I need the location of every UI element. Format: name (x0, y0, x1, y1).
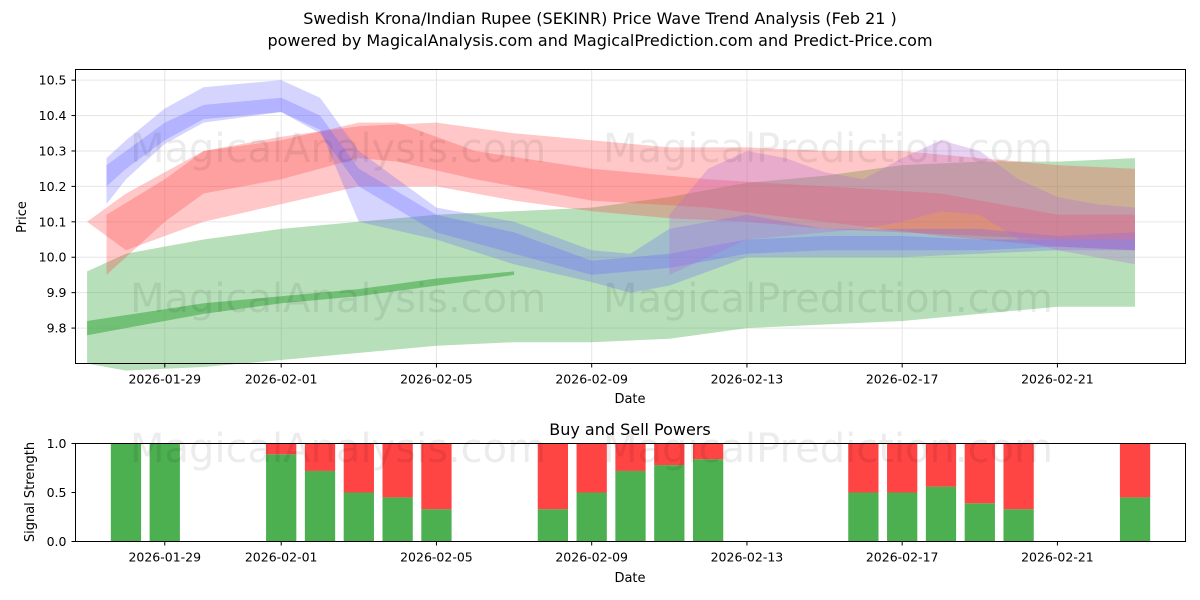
wave-band-blue-band-dark (106, 97, 1135, 275)
sell-power-bar (887, 443, 918, 493)
price-y-tick-label: 10.0 (39, 250, 67, 265)
wave-band-red-band-wide (87, 122, 1136, 251)
price-x-tick-label: 2026-02-17 (866, 372, 939, 387)
sell-power-bar (654, 443, 685, 466)
price-y-tick-label: 10.1 (39, 214, 67, 229)
sell-power-bar (692, 443, 724, 460)
price-y-tick-label: 9.8 (47, 321, 67, 336)
signal-bars (110, 443, 1151, 542)
sell-power-bar (421, 443, 452, 510)
buy-power-bar (304, 470, 336, 542)
signal-y-tick-label: 1.0 (47, 436, 67, 451)
sell-power-bar (537, 443, 569, 510)
buy-power-bar (343, 492, 374, 542)
watermark-prediction-mid: MagicalPrediction.com (603, 276, 1053, 322)
sell-power-bar (925, 443, 957, 487)
price-y-tick-label: 9.9 (47, 285, 67, 300)
buy-power-bar (848, 492, 879, 542)
signal-x-tick-label: 2026-01-29 (128, 550, 201, 565)
signal-x-tick-label: 2026-02-13 (711, 550, 784, 565)
buy-power-bar (887, 492, 918, 542)
price-grid (75, 69, 1186, 364)
watermark-group: MagicalAnalysis.com MagicalPrediction.co… (130, 126, 1053, 472)
wave-band-purple-band (669, 140, 1135, 275)
buy-power-bar (692, 459, 724, 542)
watermark-analysis-bottom: MagicalAnalysis.com (130, 426, 546, 472)
price-x-tick-label: 2026-01-29 (128, 372, 201, 387)
buy-power-bar (1003, 509, 1034, 542)
sell-power-bar (615, 443, 646, 471)
signal-y-axis-label: Signal Strength (23, 442, 38, 542)
buy-power-bar (964, 503, 995, 542)
price-y-tick-label: 10.3 (39, 143, 67, 158)
buy-power-bar (576, 492, 607, 542)
wave-band-green-band-wide (87, 158, 1136, 371)
watermark-analysis-mid: MagicalAnalysis.com (130, 276, 546, 322)
price-x-axis-label: Date (614, 392, 645, 407)
signal-y-tick-label: 0.0 (47, 534, 67, 549)
price-x-tick-label: 2026-02-21 (1021, 372, 1094, 387)
price-wave-bands (87, 80, 1136, 371)
buy-power-bar (537, 509, 569, 542)
signal-chart-title: Buy and Sell Powers (549, 420, 711, 439)
sell-power-bar (1003, 443, 1034, 510)
price-plot-frame (75, 69, 1186, 364)
signal-x-tick-label: 2026-02-01 (245, 550, 318, 565)
signal-x-tick-label: 2026-02-17 (866, 550, 939, 565)
buy-power-bar (110, 443, 142, 542)
sell-power-bar (1119, 443, 1151, 498)
price-x-tick-label: 2026-02-05 (400, 372, 473, 387)
signal-axes: 2026-01-29 2026-02-01 2026-02-05 2026-02-09… (47, 436, 1094, 565)
price-y-axis-label: Price (15, 201, 30, 233)
sell-power-bar (266, 443, 297, 455)
price-x-tick-label: 2026-02-09 (555, 372, 628, 387)
price-y-tick-label: 10.4 (39, 108, 67, 123)
buy-power-bar (149, 443, 180, 542)
wave-band-red-band-mid (106, 122, 1135, 275)
chart-title: Swedish Krona/Indian Rupee (SEKINR) Pric… (303, 9, 897, 28)
sell-power-bar (848, 443, 879, 493)
buy-power-bar (382, 497, 413, 542)
buy-power-bar (266, 454, 297, 542)
wave-band-green-line (87, 271, 515, 336)
sell-power-bar (343, 443, 374, 493)
signal-x-tick-label: 2026-02-09 (555, 550, 628, 565)
buy-power-bar (421, 509, 452, 542)
buy-power-bar (654, 465, 685, 542)
chart-subtitle: powered by MagicalAnalysis.com and Magic… (267, 31, 933, 50)
signal-x-axis-label: Date (614, 571, 645, 586)
price-x-tick-label: 2026-02-13 (711, 372, 784, 387)
signal-x-tick-label: 2026-02-21 (1021, 550, 1094, 565)
price-y-tick-label: 10.5 (39, 73, 67, 88)
watermark-prediction-bottom: MagicalPrediction.com (603, 426, 1053, 472)
sell-power-bar (304, 443, 336, 471)
sell-power-bar (382, 443, 413, 498)
watermark-prediction-top: MagicalPrediction.com (603, 126, 1053, 172)
buy-power-bar (925, 486, 957, 542)
sell-power-bar (576, 443, 607, 493)
wave-band-blue-band (106, 80, 1135, 293)
price-axes: 2026-01-29 2026-02-01 2026-02-05 2026-02-09… (39, 73, 1094, 387)
signal-x-tick-label: 2026-02-05 (400, 550, 473, 565)
signal-y-tick-label: 0.5 (47, 485, 67, 500)
buy-power-bar (615, 470, 646, 542)
price-x-tick-label: 2026-02-01 (245, 372, 318, 387)
sell-power-bar (964, 443, 995, 504)
price-y-tick-label: 10.2 (39, 179, 67, 194)
buy-power-bar (1119, 497, 1151, 542)
watermark-analysis-top: MagicalAnalysis.com (130, 126, 546, 172)
